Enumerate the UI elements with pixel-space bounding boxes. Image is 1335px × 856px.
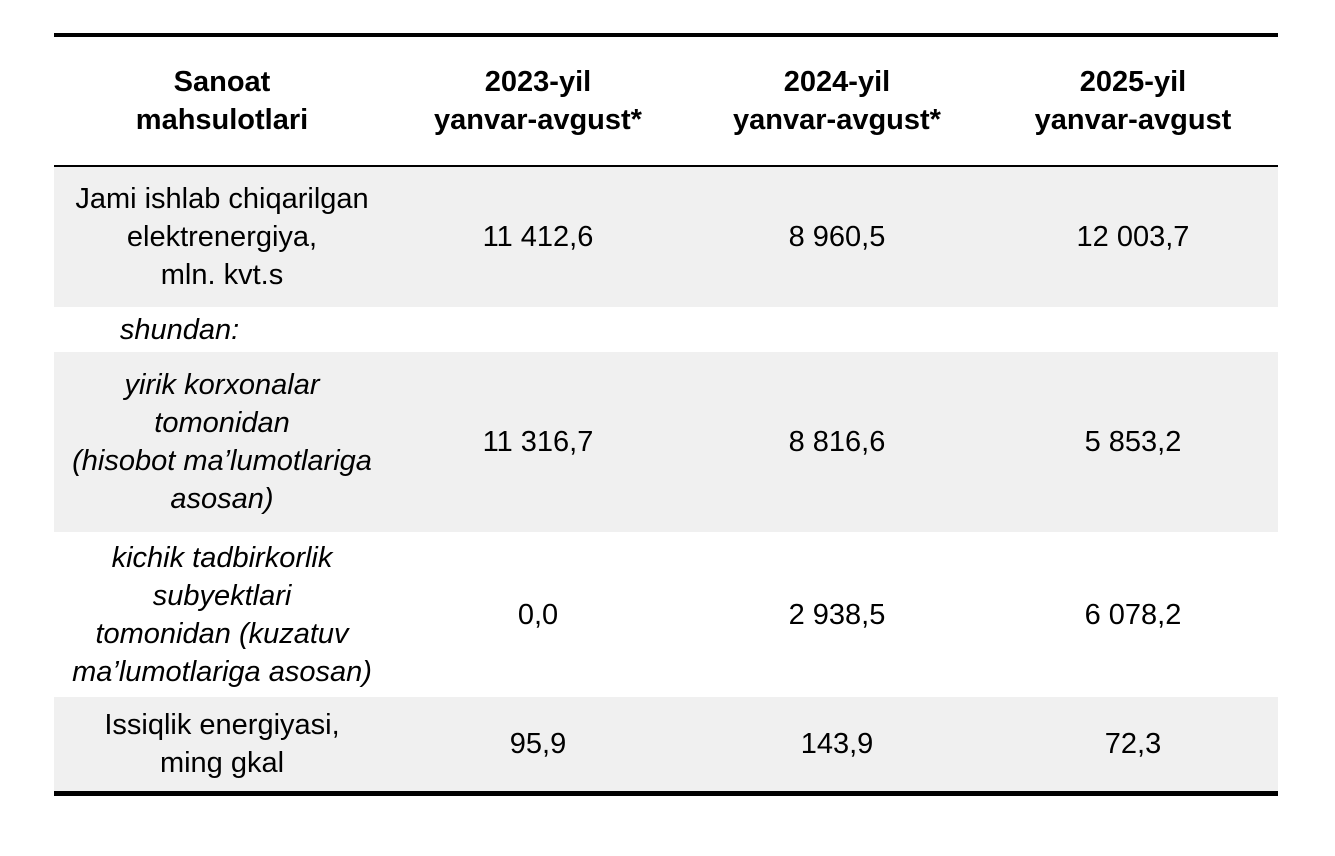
table-header: Sanoat mahsulotlari 2023-yil yanvar-avgu… bbox=[54, 35, 1278, 166]
cell-heat-energy-2025: 72,3 bbox=[1104, 727, 1162, 760]
cell-large-enterprises-2025: 5 853,2 bbox=[1084, 426, 1182, 458]
statistics-table: Sanoat mahsulotlari 2023-yil yanvar-avgu… bbox=[54, 33, 1278, 796]
cell-small-business-2024: 2 938,5 bbox=[788, 598, 886, 631]
header-product-column: Sanoat mahsulotlari bbox=[135, 66, 309, 136]
cell-shundan-2025 bbox=[988, 307, 1278, 352]
row-label-shundan: shundan: bbox=[119, 313, 240, 346]
table-row-heat-energy: Issiqlik energiyasi, ming gkal 95,9 143,… bbox=[54, 697, 1278, 793]
cell-small-business-2023: 0,0 bbox=[517, 598, 559, 631]
header-2023-column: 2023-yil yanvar-avgust* bbox=[434, 66, 642, 136]
cell-electricity-total-2023: 11 412,6 bbox=[482, 221, 594, 253]
table-body: Jami ishlab chiqarilgan elektrenergiya, … bbox=[54, 166, 1278, 793]
table-row-electricity-total: Jami ishlab chiqarilgan elektrenergiya, … bbox=[54, 166, 1278, 307]
cell-shundan-2024 bbox=[686, 307, 988, 352]
table-row-shundan: shundan: bbox=[54, 307, 1278, 352]
document-page: Sanoat mahsulotlari 2023-yil yanvar-avgu… bbox=[54, 33, 1278, 796]
row-label-small-business: kichik tadbirkorlik subyektlari tomonida… bbox=[72, 541, 372, 688]
cell-heat-energy-2023: 95,9 bbox=[509, 727, 567, 760]
row-label-large-enterprises: yirik korxonalar tomonidan (hisobot ma’l… bbox=[72, 369, 372, 515]
cell-shundan-2023 bbox=[390, 307, 686, 352]
header-2024-column: 2024-yil yanvar-avgust* bbox=[733, 66, 941, 136]
cell-large-enterprises-2024: 8 816,6 bbox=[788, 426, 886, 458]
row-label-heat-energy: Issiqlik energiyasi, ming gkal bbox=[104, 708, 340, 779]
cell-small-business-2025: 6 078,2 bbox=[1084, 598, 1182, 631]
header-row: Sanoat mahsulotlari 2023-yil yanvar-avgu… bbox=[54, 35, 1278, 166]
header-2025-column: 2025-yil yanvar-avgust bbox=[1034, 66, 1232, 136]
cell-electricity-total-2024: 8 960,5 bbox=[788, 221, 886, 253]
table-row-large-enterprises: yirik korxonalar tomonidan (hisobot ma’l… bbox=[54, 352, 1278, 532]
cell-electricity-total-2025: 12 003,7 bbox=[1076, 221, 1190, 253]
row-label-electricity-total: Jami ishlab chiqarilgan elektrenergiya, … bbox=[75, 183, 369, 291]
table-row-small-business: kichik tadbirkorlik subyektlari tomonida… bbox=[54, 532, 1278, 697]
cell-heat-energy-2024: 143,9 bbox=[800, 727, 874, 760]
cell-large-enterprises-2023: 11 316,7 bbox=[482, 426, 594, 458]
